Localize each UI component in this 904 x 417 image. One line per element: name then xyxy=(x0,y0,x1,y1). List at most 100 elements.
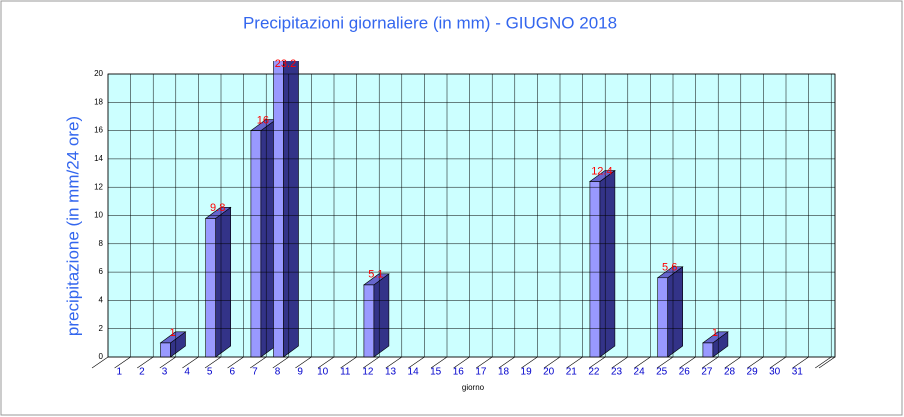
y-tick-label: 18 xyxy=(94,97,103,106)
floor-line xyxy=(453,356,470,369)
y-tick-label: 4 xyxy=(99,296,104,305)
floor-line xyxy=(679,356,696,369)
y-tick-label: 10 xyxy=(94,211,103,220)
data-label: 5.6 xyxy=(662,262,677,274)
floor-line xyxy=(611,356,628,369)
y-tick-label: 12 xyxy=(94,182,103,191)
floor-line xyxy=(227,356,244,369)
y-tick-label: 20 xyxy=(94,69,103,78)
x-tick-label: 16 xyxy=(453,367,465,378)
x-tick-label: 1 xyxy=(117,367,123,378)
data-label: 16 xyxy=(257,115,269,127)
data-label: 23.2 xyxy=(275,58,296,70)
bar-front xyxy=(702,342,714,358)
x-tick-label: 17 xyxy=(475,367,487,378)
x-tick-label: 9 xyxy=(297,367,303,378)
x-tick-label: 4 xyxy=(184,367,190,378)
x-tick-label: 28 xyxy=(724,367,736,378)
x-tick-label: 25 xyxy=(656,367,668,378)
floor-line xyxy=(114,356,131,369)
floor-line xyxy=(634,356,651,369)
bars xyxy=(159,61,729,358)
x-tick-label: 12 xyxy=(362,367,374,378)
x-tick-label: 5 xyxy=(207,367,213,378)
bar-front xyxy=(363,284,375,358)
data-label: 9.8 xyxy=(210,202,225,214)
bar-top xyxy=(362,273,390,286)
x-tick-label: 14 xyxy=(408,367,420,378)
floor-line xyxy=(476,356,493,369)
bar-top xyxy=(701,331,729,344)
x-tick-label: 7 xyxy=(252,367,258,378)
y-tick-label: 14 xyxy=(94,154,103,163)
floor-line xyxy=(769,356,787,369)
bar-side xyxy=(215,206,231,358)
x-tick-label: 18 xyxy=(498,367,510,378)
bar-front xyxy=(273,61,284,358)
y-tick-label: 0 xyxy=(99,352,104,361)
floor-line xyxy=(815,356,832,369)
floor-line xyxy=(566,356,583,369)
x-tick-label: 13 xyxy=(385,367,397,378)
x-tick-label: 26 xyxy=(679,367,691,378)
y-tick-label: 2 xyxy=(99,324,104,333)
bar-side xyxy=(599,169,616,358)
data-label: 5.1 xyxy=(368,269,383,281)
bar-front xyxy=(160,342,171,358)
x-tick-label: 2 xyxy=(139,367,145,378)
floor-line xyxy=(543,356,561,369)
bar-top xyxy=(159,331,187,344)
floor-line xyxy=(137,356,154,369)
y-tick-label: 8 xyxy=(99,239,104,248)
floor-line xyxy=(724,356,741,369)
floor-line xyxy=(159,356,176,369)
x-axis-label: giorno xyxy=(462,383,485,392)
x-tick-label: 10 xyxy=(317,367,329,378)
x-tick-label: 24 xyxy=(634,367,646,378)
floor-line xyxy=(385,356,402,369)
floor-line xyxy=(430,356,448,369)
floor-line xyxy=(792,356,809,369)
x-tick-label: 11 xyxy=(340,367,351,378)
data-label: 1 xyxy=(169,327,175,339)
x-tick-label: 8 xyxy=(275,367,281,378)
bar-side xyxy=(283,61,299,358)
x-tick-label: 3 xyxy=(162,367,168,378)
y-tick-label: 6 xyxy=(99,267,104,276)
floor-line xyxy=(295,356,312,369)
x-tick-label: 20 xyxy=(543,367,555,378)
floor-line xyxy=(363,356,380,369)
floor-line xyxy=(498,356,515,369)
x-tick-label: 19 xyxy=(521,367,533,378)
floor-line xyxy=(91,356,109,369)
x-tick-label: 23 xyxy=(611,367,623,378)
x-tick-label: 22 xyxy=(588,367,600,378)
chart-title: Precipitazioni giornaliere (in mm) - GIU… xyxy=(243,13,617,32)
x-tick-label: 21 xyxy=(566,367,578,378)
floor-line xyxy=(182,356,199,369)
floor-line xyxy=(317,356,335,369)
x-tick-label: 29 xyxy=(747,367,759,378)
x-tick-label: 31 xyxy=(792,367,804,378)
bar-side xyxy=(373,273,390,358)
bar-front xyxy=(205,218,216,358)
x-tick-label: 27 xyxy=(701,367,713,378)
y-axis-label: precipitazione (in mm/24 ore) xyxy=(63,116,82,336)
floor-line xyxy=(702,356,719,369)
bar-side xyxy=(667,266,684,358)
bar-top xyxy=(588,170,616,182)
floor-line xyxy=(818,356,836,369)
bar-front xyxy=(657,277,669,358)
x-tick-label: 6 xyxy=(230,367,236,378)
x-tick-label: 30 xyxy=(769,367,781,378)
floor-line xyxy=(272,356,289,369)
data-label: 12.4 xyxy=(591,165,612,177)
floor-line xyxy=(521,356,538,369)
y-tick-label: 16 xyxy=(94,126,103,135)
floor-line xyxy=(656,356,674,369)
floor-line xyxy=(408,356,425,369)
floor-line xyxy=(747,356,764,369)
bar-front xyxy=(589,181,601,358)
floor-line xyxy=(250,356,267,369)
